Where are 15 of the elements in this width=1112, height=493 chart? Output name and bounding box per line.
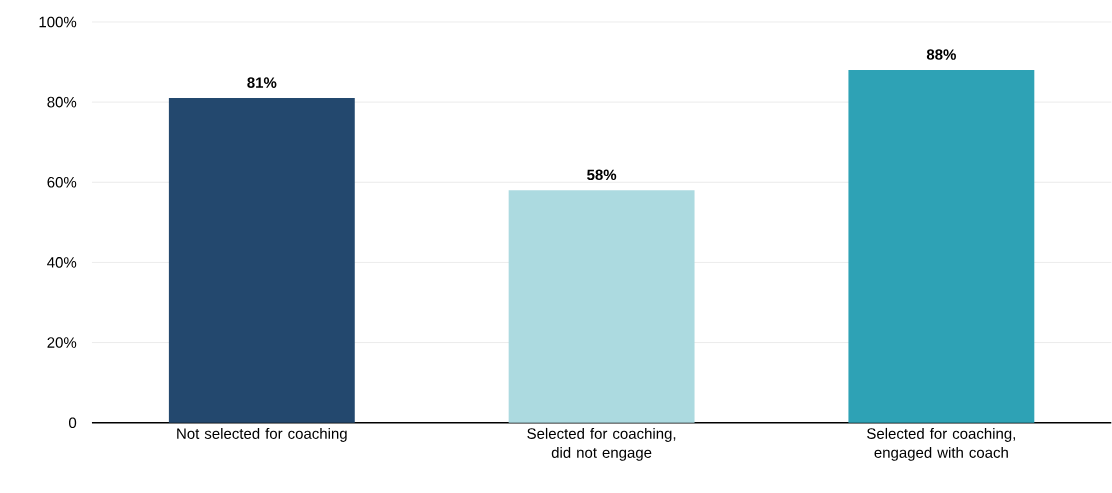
data-label: 88%	[926, 49, 956, 61]
data-label: 81%	[247, 77, 277, 89]
bar	[508, 190, 695, 423]
x-tick-label: Selected for coaching, engaged with coach	[867, 428, 1015, 462]
y-tick-label: 40%	[47, 257, 77, 268]
bar	[168, 98, 355, 423]
data-label: 58%	[587, 169, 617, 181]
y-tick-label: 80%	[47, 96, 77, 108]
y-tick-label: 0	[69, 417, 77, 429]
y-tick-label: 60%	[47, 177, 77, 188]
bar	[848, 70, 1035, 423]
y-tick-label: 20%	[47, 337, 77, 349]
y-tick-label: 100%	[39, 16, 77, 28]
x-tick-label: Not selected for coaching	[177, 428, 347, 443]
x-tick-label: Selected for coaching, did not engage	[527, 428, 676, 462]
